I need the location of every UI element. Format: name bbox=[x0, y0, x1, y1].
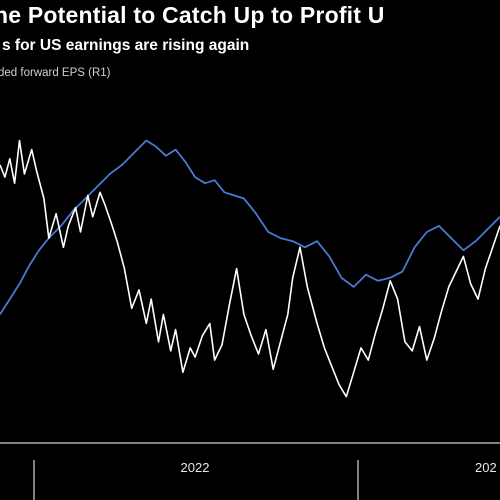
chart-subtitle: s for US earnings are rising again bbox=[2, 37, 250, 54]
chart-title: he Potential to Catch Up to Profit U bbox=[0, 2, 385, 28]
series-line-blue bbox=[0, 139, 500, 315]
x-tick-layer: 2022 202 bbox=[33, 460, 497, 500]
x-tick-label: 202 bbox=[475, 460, 497, 475]
series-layer bbox=[0, 139, 500, 398]
series-line-white bbox=[0, 139, 500, 398]
x-tick-label: 2022 bbox=[181, 460, 210, 475]
legend-label: ded forward EPS (R1) bbox=[0, 67, 111, 79]
